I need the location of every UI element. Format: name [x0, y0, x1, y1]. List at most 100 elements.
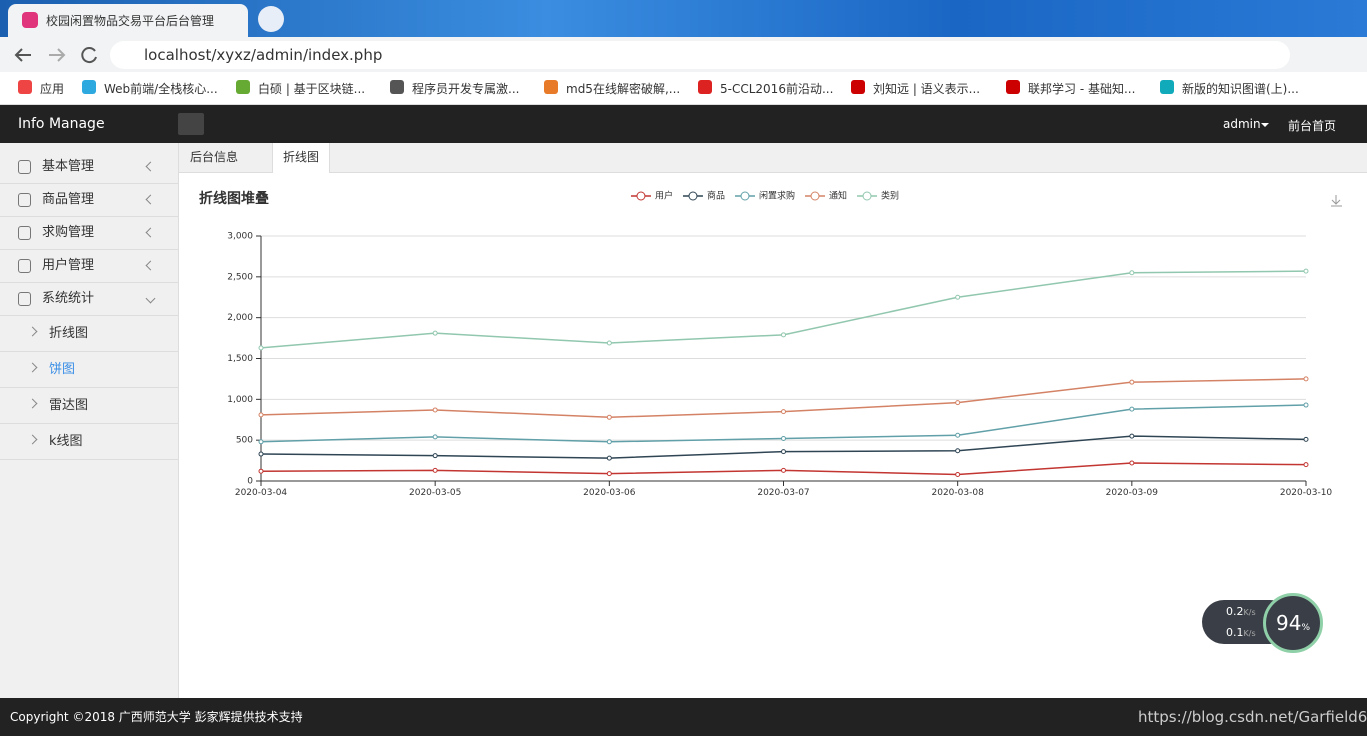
x-tick-label: 2020-03-08 — [932, 488, 985, 498]
reload-button[interactable] — [81, 47, 97, 64]
data-point — [1129, 379, 1135, 385]
legend-item[interactable]: 用户 — [630, 190, 673, 202]
bookmark-icon — [851, 80, 865, 94]
page-tab[interactable]: 后台信息 — [180, 143, 248, 172]
y-tick-label: 500 — [236, 436, 253, 446]
chevron — [27, 326, 38, 337]
legend-marker — [636, 191, 646, 201]
data-point — [606, 414, 612, 420]
browser-tab[interactable]: 校园闲置物品交易平台后台管理 — [8, 4, 248, 37]
menu-item[interactable]: 求购管理 — [0, 217, 178, 250]
y-tick-label: 1,500 — [227, 354, 253, 364]
home-link[interactable]: 前台首页 — [1288, 119, 1337, 133]
download-speed: 0.1 — [1226, 626, 1244, 639]
y-tick-label: 0 — [247, 477, 253, 487]
menu-item[interactable]: 用户管理 — [0, 250, 178, 283]
chevron — [145, 194, 156, 205]
legend-item[interactable]: 通知 — [805, 190, 847, 202]
bookmark[interactable]: md5在线解密破解,... — [566, 82, 681, 96]
favicon — [22, 12, 38, 28]
menu-item[interactable]: 基本管理 — [0, 151, 178, 184]
unit: K/s — [1243, 608, 1256, 617]
x-tick-label: 2020-03-07 — [757, 488, 809, 498]
data-point — [955, 432, 961, 438]
user-menu[interactable]: admin — [1223, 117, 1261, 131]
back-button[interactable] — [14, 48, 31, 62]
data-point — [955, 471, 961, 477]
bookmark[interactable]: 白硕 | 基于区块链... — [258, 82, 366, 96]
menu-item[interactable]: 商品管理 — [0, 184, 178, 217]
data-point — [1129, 433, 1135, 439]
data-point — [781, 436, 786, 442]
menu-toggle[interactable] — [178, 113, 204, 135]
app-header: Info Manage admin 前台首页 — [0, 105, 1367, 143]
chevron — [27, 362, 38, 373]
data-point — [781, 409, 786, 415]
legend-marker — [810, 191, 820, 201]
bookmark[interactable]: 程序员开发专属激... — [412, 82, 520, 96]
menu-item[interactable]: 系统统计 — [0, 283, 178, 316]
legend-label: 商品 — [707, 190, 725, 202]
legend-item[interactable]: 商品 — [682, 190, 725, 202]
data-point — [781, 449, 786, 455]
x-tick-label: 2020-03-05 — [409, 488, 461, 498]
brand: Info Manage — [18, 116, 105, 132]
data-point — [606, 439, 612, 445]
x-tick-label: 2020-03-10 — [1280, 488, 1333, 498]
submenu-item[interactable]: k线图 — [0, 424, 178, 460]
download-icon[interactable] — [1331, 195, 1342, 207]
bookmark[interactable]: 刘知远 | 语义表示... — [873, 82, 981, 96]
bookmark[interactable]: 联邦学习 - 基础知... — [1028, 82, 1136, 96]
chevron — [145, 227, 156, 238]
percent: 94 — [1275, 611, 1302, 635]
menu-icon — [18, 160, 31, 174]
menu-icon — [18, 226, 31, 240]
x-tick-label: 2020-03-04 — [235, 488, 288, 498]
legend-label: 类别 — [881, 190, 899, 202]
tab-label: 折线图 — [283, 150, 320, 164]
data-point — [1129, 460, 1135, 466]
page-tabs — [179, 143, 1367, 173]
legend-label: 通知 — [829, 190, 847, 202]
legend-marker — [688, 191, 698, 201]
data-point — [258, 439, 264, 445]
page-tab-active[interactable]: 折线图 — [272, 143, 331, 173]
chevron — [27, 434, 38, 445]
data-point — [1303, 376, 1309, 382]
bookmark[interactable]: Web前端/全栈核心... — [104, 82, 218, 96]
data-point — [955, 400, 961, 406]
upload-speed: 0.2 — [1226, 605, 1244, 618]
y-tick-label: 2,500 — [227, 272, 253, 282]
submenu-item[interactable]: 雷达图 — [0, 388, 178, 424]
menu-label: 系统统计 — [42, 291, 95, 306]
legend-item[interactable]: 闲置求购 — [734, 190, 795, 202]
unit: K/s — [1243, 629, 1256, 638]
data-point — [606, 471, 612, 477]
data-point — [1303, 436, 1309, 442]
tab-title: 校园闲置物品交易平台后台管理 — [46, 14, 215, 28]
menu-label: 求购管理 — [42, 225, 95, 240]
url: localhost/xyxz/admin/index.php — [144, 46, 383, 64]
x-tick-label: 2020-03-06 — [583, 488, 636, 498]
data-point — [1303, 268, 1309, 274]
bookmarks-bar — [0, 72, 1367, 105]
bookmark[interactable]: 5-CCL2016前沿动... — [720, 82, 834, 96]
bookmark-icon — [698, 80, 712, 94]
bookmark[interactable]: 新版的知识图谱(上)... — [1182, 82, 1299, 96]
y-tick-label: 2,000 — [227, 313, 253, 323]
data-point — [606, 455, 612, 461]
submenu-item[interactable]: 折线图 — [0, 316, 178, 352]
forward-button[interactable] — [49, 48, 66, 62]
legend-item[interactable]: 类别 — [857, 190, 899, 202]
url-field[interactable]: localhost/xyxz/admin/index.php — [110, 41, 1290, 69]
percent-gauge: 94% — [1263, 593, 1323, 653]
submenu-label: k线图 — [49, 434, 83, 449]
bookmark-icon — [390, 80, 404, 94]
submenu-item[interactable]: 饼图 — [0, 352, 178, 388]
bookmark[interactable]: 应用 — [40, 82, 65, 96]
y-tick-label: 3,000 — [227, 232, 253, 242]
data-point — [781, 467, 786, 473]
new-tab-button[interactable] — [258, 6, 284, 32]
footer: Copyright ©2018 广西师范大学 彭家辉提供技术支持 https:/… — [0, 698, 1367, 736]
chevron — [145, 161, 156, 172]
